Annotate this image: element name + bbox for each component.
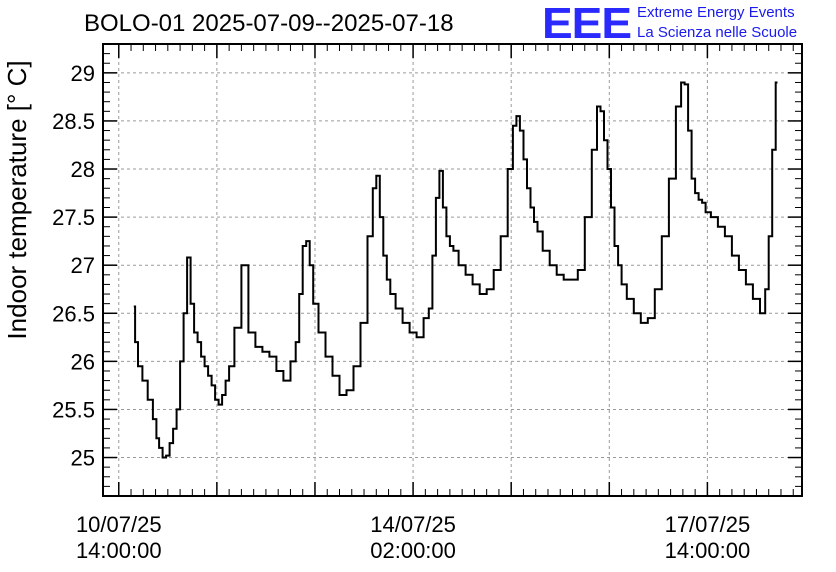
y-axis-label: Indoor temperature [° C] <box>2 60 32 339</box>
eee-logo-mark: EEE <box>542 0 632 48</box>
y-tick-label: 27.5 <box>52 205 95 230</box>
y-tick-labels: 25 25.5 26 26.5 27 27.5 28 28.5 29 <box>52 61 95 471</box>
y-tick-label: 28.5 <box>52 109 95 134</box>
chart-title: BOLO-01 2025-07-09--2025-07-18 <box>84 10 454 37</box>
y-tick-label: 28 <box>71 157 95 182</box>
axis-ticks <box>103 43 802 497</box>
x-tick-label-date: 14/07/25 <box>370 512 456 537</box>
x-tick-label-time: 14:00:00 <box>665 538 751 563</box>
y-tick-label: 26 <box>71 349 95 374</box>
grid-lines <box>103 44 802 496</box>
y-tick-label: 27 <box>71 253 95 278</box>
plot-frame <box>102 43 803 497</box>
x-tick-label-time: 14:00:00 <box>76 538 162 563</box>
logo-line-1: Extreme Energy Events <box>637 4 795 21</box>
y-tick-label: 25.5 <box>52 397 95 422</box>
series-line <box>133 81 778 459</box>
y-tick-label: 25 <box>71 446 95 471</box>
eee-logo: EEE Extreme Energy Events La Scienza nel… <box>542 0 832 48</box>
x-tick-labels: 10/07/2514:00:0014/07/2502:00:0017/07/25… <box>76 512 750 563</box>
x-tick-label-time: 02:00:00 <box>370 538 456 563</box>
x-tick-label-date: 17/07/25 <box>665 512 751 537</box>
y-tick-label: 29 <box>71 61 95 86</box>
logo-line-2: La Scienza nelle Scuole <box>637 24 798 41</box>
x-tick-label-date: 10/07/25 <box>76 512 162 537</box>
y-tick-label: 26.5 <box>52 301 95 326</box>
